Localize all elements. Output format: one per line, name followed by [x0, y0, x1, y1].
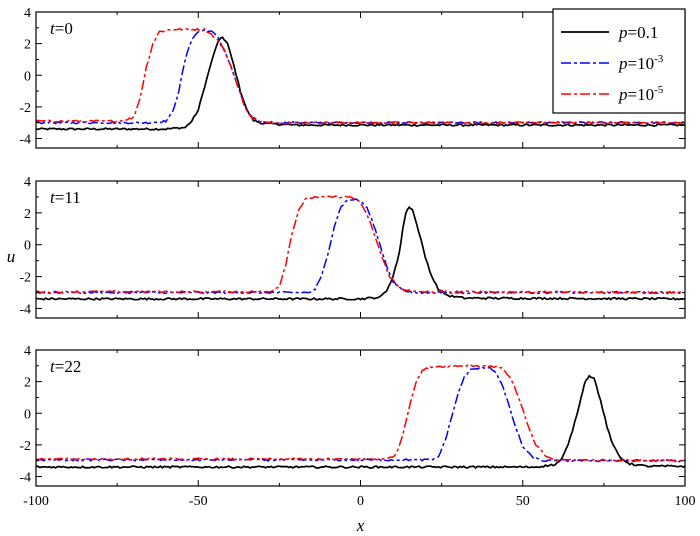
legend-exponent: -5: [654, 84, 664, 96]
x-tick-label: -100: [23, 494, 49, 509]
legend-var: p: [618, 54, 628, 73]
panel-label-var: t: [50, 357, 56, 376]
legend-base: =10: [628, 54, 655, 73]
series-line-3: [36, 364, 685, 463]
x-tick-label: 0: [357, 494, 364, 509]
y-tick-label: -4: [19, 133, 31, 148]
y-tick-label: 2: [24, 376, 31, 391]
legend-var: p: [618, 23, 628, 42]
x-tick-label: 100: [675, 494, 696, 509]
y-axis-label: u: [7, 247, 16, 266]
series-line-2: [36, 366, 685, 463]
panel-label-value: =11: [55, 188, 81, 207]
series-line-1: [36, 374, 685, 469]
panel-label-value: =0: [55, 19, 73, 38]
legend: p=0.1p=10-3p=10-5: [552, 8, 686, 114]
series-line-3: [36, 195, 685, 295]
y-tick-label: -2: [19, 271, 31, 286]
y-tick-label: 4: [24, 344, 31, 359]
panel-label-value: =22: [55, 357, 82, 376]
legend-exponent: -3: [654, 53, 664, 65]
series-line-1: [36, 36, 685, 131]
panel-2: -4 -2 0 2 4 t=11: [19, 175, 686, 319]
plot-frame: [35, 180, 686, 319]
y-tick-label: -4: [19, 302, 31, 317]
y-tick-label: 0: [24, 407, 31, 422]
panel-label: t=11: [50, 188, 81, 207]
y-tick-label: -4: [19, 471, 31, 486]
panel-label-var: t: [50, 188, 56, 207]
panel-3: -4 -2 0 2 4 t=22 -100 -50 0 50 100: [19, 344, 695, 509]
legend-base: =10: [628, 85, 655, 104]
legend-entry-3: p=10-5: [618, 84, 664, 104]
legend-entry-1: p=0.1: [618, 23, 658, 42]
x-tick-label: 50: [516, 494, 530, 509]
y-tick-label: 4: [24, 175, 31, 190]
x-tick-label: -50: [189, 494, 208, 509]
panel-label: t=0: [50, 19, 73, 38]
y-tick-label: -2: [19, 101, 31, 116]
y-tick-label: -2: [19, 439, 31, 454]
y-tick-label: 4: [24, 6, 31, 21]
panel-label-var: t: [50, 19, 56, 38]
legend-entry-2: p=10-3: [618, 53, 664, 73]
series-line-1: [36, 205, 685, 301]
series-line-3: [36, 27, 685, 125]
y-tick-label: 0: [24, 239, 31, 254]
y-tick-label: 0: [24, 69, 31, 84]
y-tick-label: 2: [24, 207, 31, 222]
y-tick-label: 2: [24, 38, 31, 53]
legend-var: p: [618, 85, 628, 104]
x-axis-label: x: [356, 516, 365, 535]
legend-base: =0.1: [628, 23, 659, 42]
series-line-2: [36, 29, 685, 125]
panel-label: t=22: [50, 357, 81, 376]
legend-box: [552, 8, 686, 114]
series-line-2: [36, 198, 685, 295]
